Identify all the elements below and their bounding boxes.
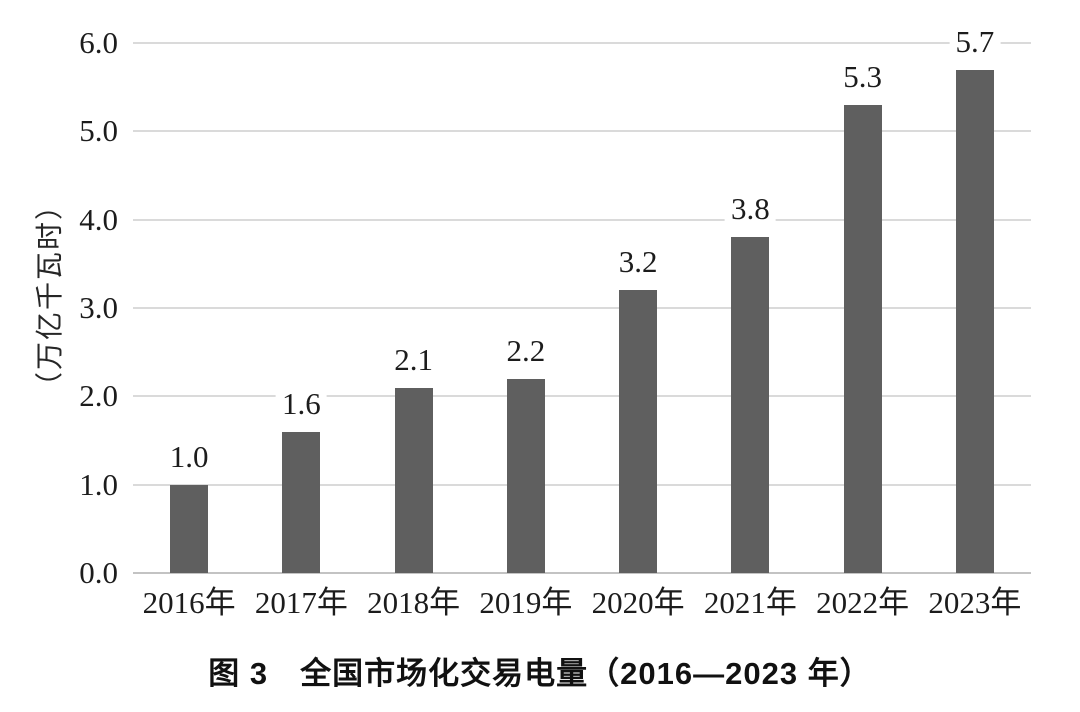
bar xyxy=(282,431,321,573)
plot-area: 1.0 1.6 2.1 2.2 3.2 3.8 5.3 5.7 xyxy=(133,23,1031,574)
y-tick-label: 0.0 xyxy=(79,555,118,590)
bar xyxy=(170,484,209,573)
data-label: 1.6 xyxy=(276,385,327,422)
y-tick-label: 1.0 xyxy=(79,466,118,502)
gridline xyxy=(133,483,1031,486)
x-axis-label: 2020年 xyxy=(591,585,685,620)
data-label: 1.0 xyxy=(163,438,215,475)
bar xyxy=(843,104,882,573)
gridline xyxy=(133,42,1031,44)
y-tick-label: 5.0 xyxy=(79,113,118,149)
gridline xyxy=(133,218,1031,221)
gridline xyxy=(133,130,1031,133)
x-axis-label: 2022年 xyxy=(816,585,910,620)
x-axis-label: 2016年 xyxy=(142,585,236,620)
chart-caption: 图 3 全国市场化交易电量（2016—2023 年） xyxy=(208,656,872,691)
x-axis-label: 2019年 xyxy=(479,585,573,620)
data-label: 3.2 xyxy=(612,244,664,281)
x-axis-line xyxy=(133,572,1031,574)
gridline xyxy=(133,395,1031,398)
x-axis-label: 2018年 xyxy=(367,585,461,620)
y-tick-label: 6.0 xyxy=(79,25,118,60)
data-label: 5.7 xyxy=(949,23,1001,60)
y-tick-label: 4.0 xyxy=(79,201,118,237)
y-tick-label: 3.0 xyxy=(79,290,118,325)
x-axis-label: 2023年 xyxy=(928,585,1022,620)
x-axis-label: 2017年 xyxy=(254,585,348,620)
data-label: 5.3 xyxy=(837,58,888,95)
bar xyxy=(619,290,658,573)
gridline xyxy=(133,307,1031,309)
bar xyxy=(955,69,994,573)
data-label: 2.1 xyxy=(388,341,439,378)
data-label: 3.8 xyxy=(725,191,776,228)
data-label: 2.2 xyxy=(500,332,552,369)
bar xyxy=(394,387,433,573)
y-tick-label: 2.0 xyxy=(79,378,118,414)
x-axis-label: 2021年 xyxy=(703,585,797,620)
bar xyxy=(731,237,770,573)
bar xyxy=(506,378,545,573)
